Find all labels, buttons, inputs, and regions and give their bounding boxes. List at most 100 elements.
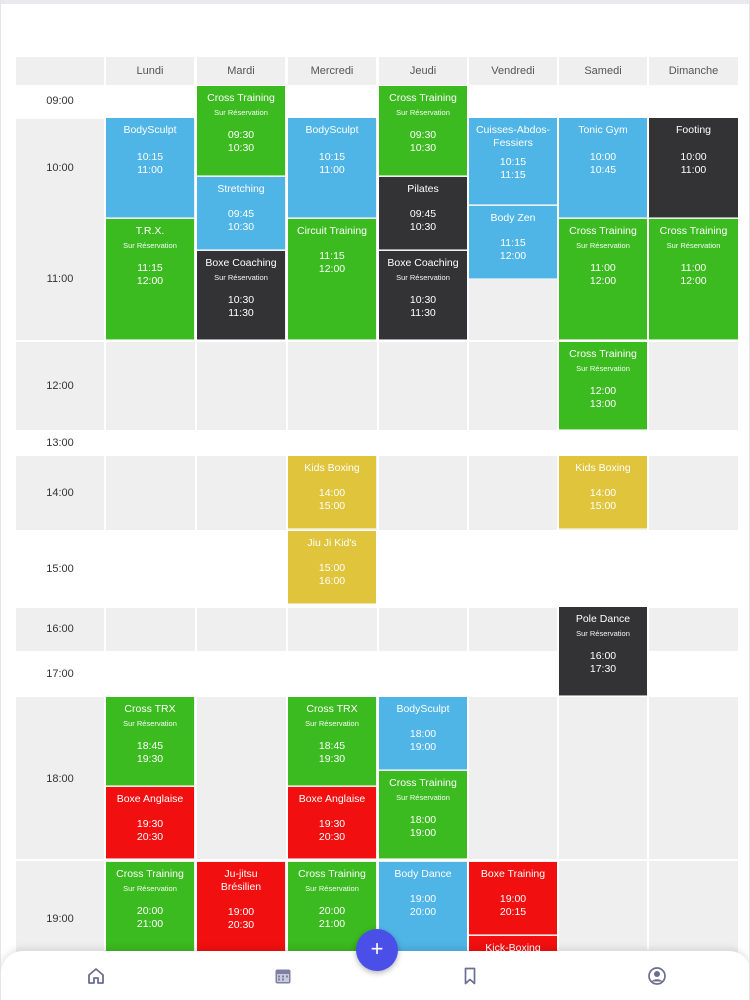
event-title: Cross TRX bbox=[306, 703, 358, 715]
event-title: Jiu Ji Kid's bbox=[307, 537, 357, 549]
event-card-stretching[interactable]: Stretching 09:45 10:30 bbox=[197, 177, 285, 250]
event-card-pole-dance[interactable]: Pole Dance Sur Réservation 16:00 17:30 bbox=[559, 607, 647, 696]
event-card-ju-jitsu[interactable]: Ju-jitsu Brésilien 19:00 20:30 bbox=[197, 862, 285, 954]
time-label: 19:00 bbox=[46, 913, 74, 925]
event-title: Cross Training bbox=[569, 225, 637, 237]
event-end: 17:30 bbox=[589, 663, 617, 675]
event-title: Boxe Anglaise bbox=[298, 793, 366, 805]
top-bar bbox=[1, 0, 749, 4]
event-card-cross-training[interactable]: Cross Training Sur Réservation 09:30 10:… bbox=[379, 86, 467, 176]
event-card-cross-training[interactable]: Cross Training Sur Réservation 20:00 21:… bbox=[106, 862, 194, 954]
event-card-boxe-training[interactable]: Boxe Training 19:00 20:15 bbox=[469, 862, 557, 935]
event-subtitle: Sur Réservation bbox=[396, 273, 450, 282]
event-card-pilates[interactable]: Pilates 09:45 10:30 bbox=[379, 177, 467, 250]
event-start: 16:00 bbox=[589, 650, 617, 662]
event-card-bodysculpt[interactable]: BodySculpt 10:15 11:00 bbox=[106, 118, 194, 218]
calendar-icon[interactable] bbox=[273, 966, 293, 986]
event-subtitle: Sur Réservation bbox=[396, 793, 450, 802]
event-card-cross-training[interactable]: Cross Training Sur Réservation 11:00 12:… bbox=[559, 219, 647, 340]
event-card-cross-training[interactable]: Cross Training Sur Réservation 09:30 10:… bbox=[197, 86, 285, 176]
time-label: 18:00 bbox=[46, 773, 74, 785]
event-end: 20:30 bbox=[227, 919, 255, 931]
event-card-boxe-coaching[interactable]: Boxe Coaching Sur Réservation 10:30 11:3… bbox=[197, 251, 285, 340]
event-end: 12:00 bbox=[136, 275, 164, 287]
add-button[interactable]: + bbox=[356, 929, 398, 971]
event-card-bodysculpt[interactable]: BodySculpt 10:15 11:00 bbox=[288, 118, 376, 218]
event-end: 10:30 bbox=[409, 142, 437, 154]
home-icon[interactable] bbox=[86, 966, 106, 986]
event-end: 21:00 bbox=[136, 918, 164, 930]
event-card-cross-trx[interactable]: Cross TRX Sur Réservation 18:45 19:30 bbox=[106, 697, 194, 786]
event-end: 11:00 bbox=[319, 164, 345, 176]
event-start: 10:30 bbox=[409, 294, 437, 306]
event-card-kids-boxing[interactable]: Kids Boxing 14:00 15:00 bbox=[288, 456, 376, 529]
event-card-bodysculpt[interactable]: BodySculpt 18:00 19:00 bbox=[379, 697, 467, 770]
event-card-cross-trx[interactable]: Cross TRX Sur Réservation 18:45 19:30 bbox=[288, 697, 376, 786]
event-card-circuit-training[interactable]: Circuit Training 11:15 12:00 bbox=[288, 219, 376, 340]
plus-icon: + bbox=[370, 936, 384, 961]
column-separator bbox=[377, 57, 379, 950]
event-subtitle: Sur Réservation bbox=[305, 884, 359, 893]
event-start: 19:30 bbox=[318, 818, 346, 830]
event-card-kids-boxing[interactable]: Kids Boxing 14:00 15:00 bbox=[559, 456, 647, 529]
event-start: 09:45 bbox=[227, 208, 255, 220]
event-title: Cross Training bbox=[389, 92, 457, 104]
event-end: 12:00 bbox=[680, 275, 707, 287]
event-start: 12:00 bbox=[589, 385, 617, 397]
event-start: 19:30 bbox=[136, 818, 164, 830]
event-subtitle: Sur Réservation bbox=[576, 241, 630, 250]
event-card-cross-training[interactable]: Cross Training Sur Réservation 11:00 12:… bbox=[649, 219, 738, 340]
event-end: 20:00 bbox=[409, 906, 437, 918]
day-header-mardi: Mardi bbox=[197, 57, 285, 85]
event-start: 11:15 bbox=[137, 262, 163, 274]
event-card-boxe-coaching[interactable]: Boxe Coaching Sur Réservation 10:30 11:3… bbox=[379, 251, 467, 340]
event-start: 15:00 bbox=[318, 562, 346, 574]
event-title: Kids Boxing bbox=[304, 462, 360, 474]
day-header-dimanche: Dimanche bbox=[649, 57, 738, 85]
event-start: 10:00 bbox=[589, 151, 617, 163]
event-title: Cross Training bbox=[659, 225, 728, 237]
event-start: 18:45 bbox=[318, 740, 346, 752]
time-label: 13:00 bbox=[46, 437, 74, 449]
event-end: 11:00 bbox=[680, 164, 707, 176]
column-separator bbox=[104, 57, 106, 950]
event-start: 09:30 bbox=[409, 129, 437, 141]
event-start: 18:00 bbox=[409, 814, 437, 826]
time-label: 17:00 bbox=[46, 668, 74, 680]
event-title: BodySculpt bbox=[396, 703, 450, 715]
event-title: Cross Training bbox=[389, 777, 457, 789]
profile-icon[interactable] bbox=[647, 966, 667, 986]
event-end: 11:30 bbox=[410, 307, 436, 319]
event-title: BodySculpt bbox=[305, 124, 359, 136]
event-end: 10:30 bbox=[227, 221, 255, 233]
event-card-footing[interactable]: Footing 10:00 11:00 bbox=[649, 118, 738, 218]
time-label: 14:00 bbox=[46, 487, 74, 499]
event-end: 13:00 bbox=[589, 398, 617, 410]
event-end: 10:45 bbox=[589, 164, 617, 176]
day-header-samedi: Samedi bbox=[559, 57, 647, 85]
event-end: 20:30 bbox=[318, 831, 346, 843]
bookmark-icon[interactable] bbox=[460, 966, 480, 986]
event-title: Footing bbox=[675, 124, 712, 136]
event-start: 10:00 bbox=[680, 151, 707, 163]
event-title: Cross Training bbox=[569, 348, 637, 360]
event-end: 15:00 bbox=[589, 500, 617, 512]
column-separator bbox=[557, 57, 559, 950]
event-card-jiu-ji-kids[interactable]: Jiu Ji Kid's 15:00 16:00 bbox=[288, 531, 376, 604]
event-card-cross-training[interactable]: Cross Training Sur Réservation 18:00 19:… bbox=[379, 771, 467, 859]
event-card-body-zen[interactable]: Body Zen 11:15 12:00 bbox=[469, 206, 557, 279]
column-separator bbox=[195, 57, 197, 950]
event-subtitle: Sur Réservation bbox=[666, 241, 721, 250]
event-card-trx[interactable]: T.R.X. Sur Réservation 11:15 12:00 bbox=[106, 219, 194, 340]
event-card-cuisses-abdos-fessiers[interactable]: Cuisses-Abdos-Fessiers 10:15 11:15 bbox=[469, 118, 557, 205]
event-card-cross-training[interactable]: Cross Training Sur Réservation 12:00 13:… bbox=[559, 342, 647, 430]
event-card-boxe-anglaise[interactable]: Boxe Anglaise 19:30 20:30 bbox=[288, 787, 376, 859]
event-card-boxe-anglaise[interactable]: Boxe Anglaise 19:30 20:30 bbox=[106, 787, 194, 859]
event-card-tonic-gym[interactable]: Tonic Gym 10:00 10:45 bbox=[559, 118, 647, 218]
event-end: 21:00 bbox=[318, 918, 346, 930]
event-start: 20:00 bbox=[318, 905, 346, 917]
event-end: 12:00 bbox=[589, 275, 617, 287]
day-header-jeudi: Jeudi bbox=[379, 57, 467, 85]
event-start: 10:15 bbox=[499, 156, 527, 168]
event-title: Ju-jitsu Brésilien bbox=[220, 868, 262, 893]
